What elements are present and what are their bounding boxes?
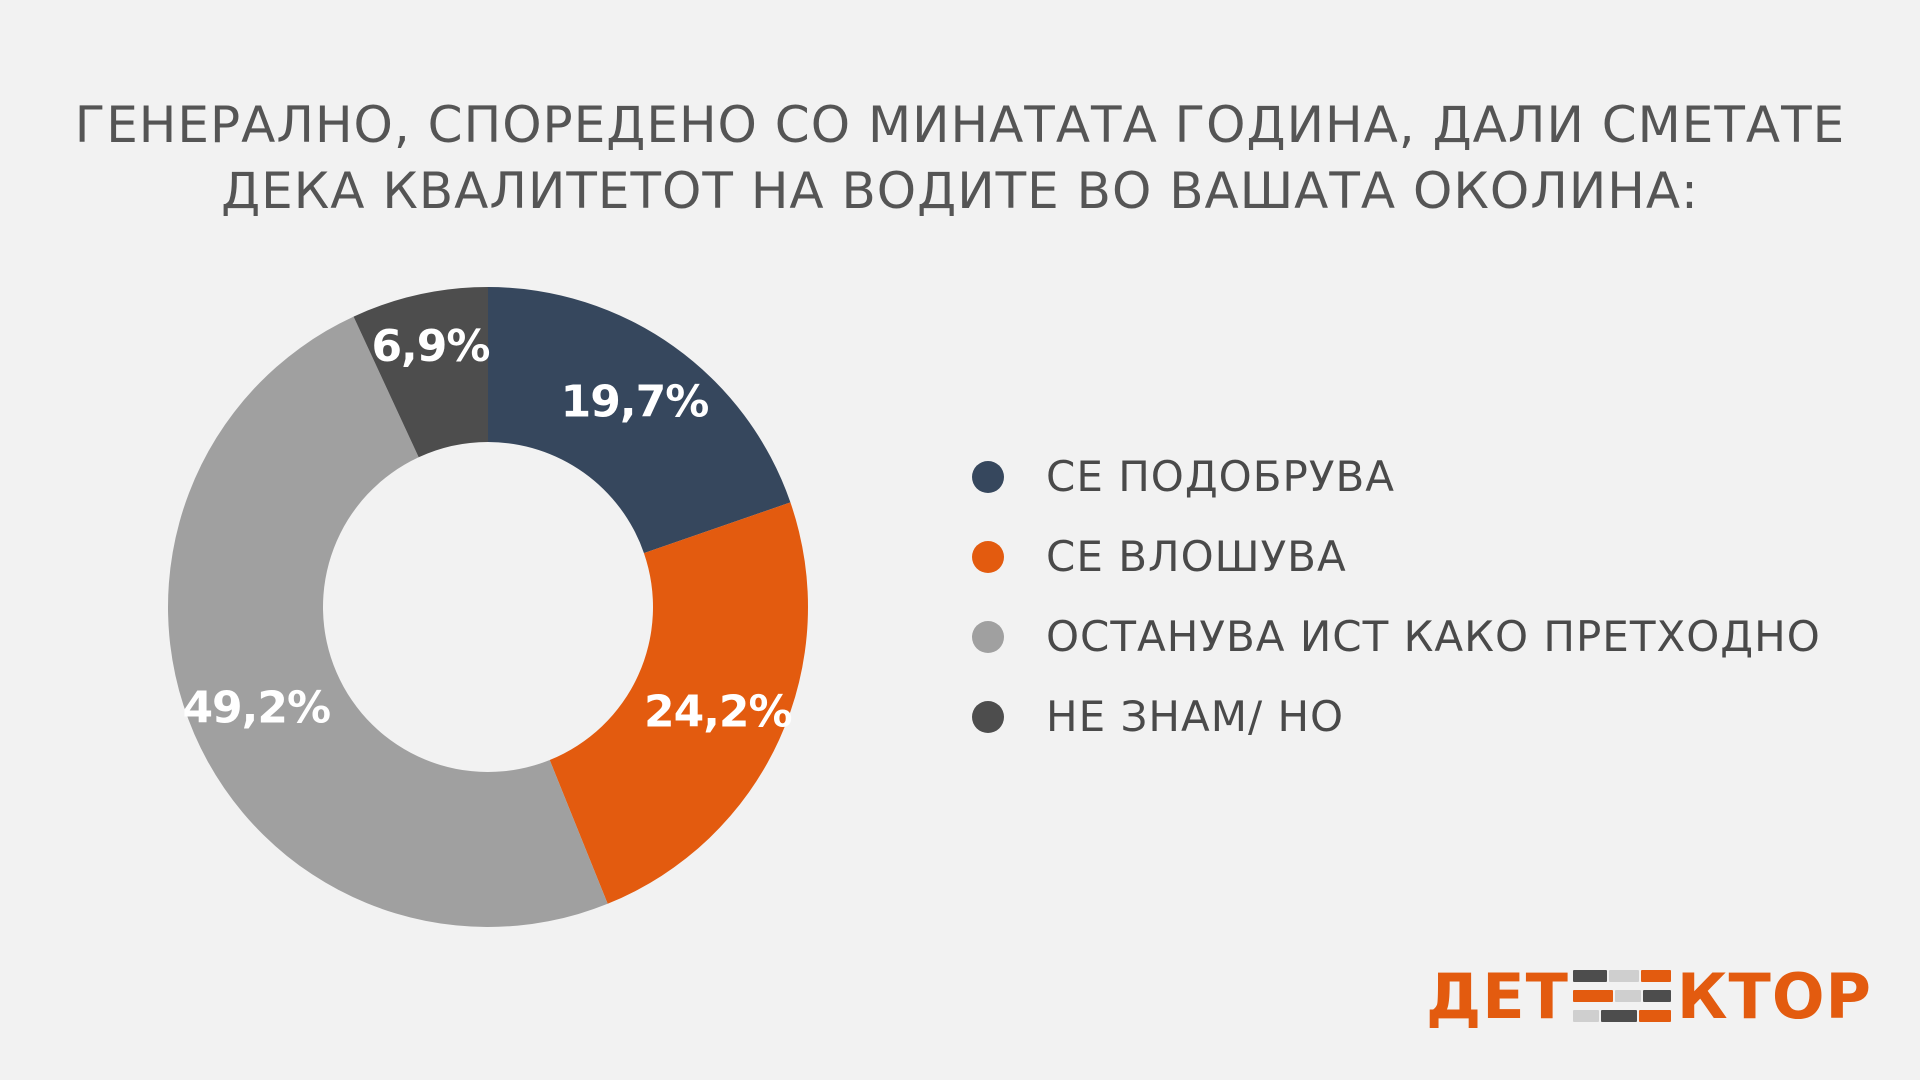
- legend-item-worsening: СЕ ВЛОШУВА: [972, 532, 1347, 581]
- slice-value-label-same: 49,2%: [182, 682, 330, 733]
- chart-title-line-2: ДЕКА КВАЛИТЕТОТ НА ВОДИТЕ ВО ВАШАТА ОКОЛ…: [221, 162, 1699, 220]
- legend-label-same: ОСТАНУВА ИСТ КАКО ПРЕТХОДНО: [1046, 612, 1821, 661]
- legend-label-improving: СЕ ПОДОБРУВА: [1046, 452, 1396, 501]
- legend-dot-worsening: [972, 540, 1004, 573]
- donut-slice-dont-know: [353, 287, 488, 458]
- donut-slice-worsening: [549, 502, 808, 904]
- slice-value-label-improving: 19,7%: [561, 376, 709, 427]
- detektor-logo: ДЕТ КТОР: [1426, 959, 1872, 1033]
- legend-item-same: ОСТАНУВА ИСТ КАКО ПРЕТХОДНО: [972, 612, 1821, 661]
- legend-item-dont-know: НЕ ЗНАМ/ НО: [972, 692, 1344, 741]
- legend-dot-improving: [972, 460, 1004, 493]
- slice-value-label-dont-know: 6,9%: [371, 321, 489, 372]
- logo-text-right: КТОР: [1676, 959, 1872, 1033]
- slice-value-label-worsening: 24,2%: [644, 687, 792, 738]
- legend-item-improving: СЕ ПОДОБРУВА: [972, 452, 1395, 501]
- logo-mark-icon: [1572, 966, 1673, 1026]
- donut-slice-improving: [488, 287, 791, 554]
- chart-title: ГЕНЕРАЛНО, СПОРЕДЕНО СО МИНАТАТА ГОДИНА,…: [0, 92, 1920, 224]
- chart-title-line-1: ГЕНЕРАЛНО, СПОРЕДЕНО СО МИНАТАТА ГОДИНА,…: [74, 96, 1846, 154]
- legend-dot-same: [972, 620, 1004, 653]
- legend-dot-dont-know: [972, 700, 1004, 733]
- legend-label-worsening: СЕ ВЛОШУВА: [1046, 532, 1347, 581]
- donut-slice-same: [167, 316, 608, 928]
- logo-text-left: ДЕТ: [1426, 959, 1569, 1033]
- legend-label-dont-know: НЕ ЗНАМ/ НО: [1046, 692, 1345, 741]
